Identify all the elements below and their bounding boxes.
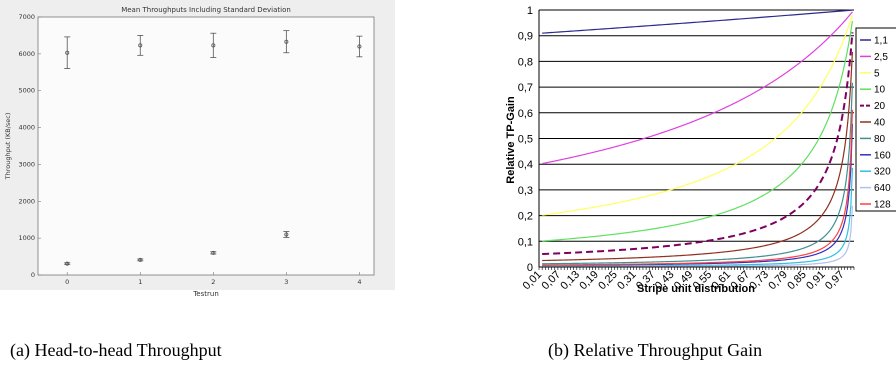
chart-a-data-point bbox=[64, 36, 71, 69]
chart-a-x-axis-label: Testrun bbox=[192, 290, 219, 298]
chart-a-y-tick-label: 5000 bbox=[18, 87, 35, 95]
chart-b-series-line bbox=[542, 14, 853, 216]
chart-b-y-tick-label: 0,5 bbox=[518, 134, 533, 146]
chart-a-data-point bbox=[356, 35, 363, 58]
chart-b-x-tick-label: 0,01 bbox=[521, 269, 545, 293]
chart-b-series-line bbox=[542, 205, 854, 268]
chart-b-y-tick-label: 0 bbox=[527, 262, 533, 274]
chart-b-x-axis-label: Stripe unit distribution bbox=[637, 283, 755, 295]
chart-b-y-tick-label: 0,6 bbox=[518, 108, 533, 120]
chart-a-x-tick-label: 0 bbox=[65, 278, 69, 286]
chart-a-x-tick-label: 3 bbox=[284, 278, 288, 286]
chart-b-legend-item: 128 bbox=[860, 200, 891, 211]
chart-b-legend-item: 20 bbox=[860, 101, 886, 112]
chart-b-y-tick-label: 0,3 bbox=[518, 185, 533, 197]
chart-b-y-tick-label: 0,9 bbox=[518, 31, 533, 43]
chart-a-x-ticks: 0 1 2 3 4 bbox=[65, 272, 361, 286]
chart-b-legend-item: 160 bbox=[860, 150, 891, 161]
chart-b-y-tick-label: 1 bbox=[527, 5, 533, 17]
chart-b-legend-item: 2,5 bbox=[860, 52, 888, 63]
chart-b-legend-item: 10 bbox=[860, 85, 886, 96]
chart-b-x-tick-label: 0,97 bbox=[823, 269, 847, 293]
chart-a-y-tick-label: 2000 bbox=[18, 197, 35, 205]
chart-b-y-axis-label: Relative TP-Gain bbox=[505, 96, 517, 184]
chart-a-data-point bbox=[283, 30, 290, 54]
chart-a-y-tick-label: 6000 bbox=[18, 50, 35, 58]
chart-a-data-point bbox=[210, 250, 217, 255]
chart-b-series-line bbox=[542, 123, 854, 266]
chart-b-legend-label: 320 bbox=[874, 167, 891, 178]
chart-a-y-tick-label: 1000 bbox=[18, 234, 35, 242]
chart-b-legend-item: 320 bbox=[860, 167, 891, 178]
chart-a-y-tick-label: 0 bbox=[31, 271, 35, 279]
chart-a-data-point bbox=[137, 257, 144, 262]
chart-b-legend-item: 1,1 bbox=[860, 36, 888, 47]
chart-b-y-tick-label: 0,1 bbox=[518, 236, 533, 248]
chart-b-y-tick-label: 0,8 bbox=[518, 56, 533, 68]
chart-b-series-line bbox=[542, 9, 853, 34]
chart-b-legend-item: 5 bbox=[860, 68, 880, 79]
chart-b-legend-label: 20 bbox=[874, 101, 886, 112]
chart-a-data-point bbox=[210, 32, 217, 58]
chart-a-y-tick-label: 3000 bbox=[18, 160, 35, 168]
chart-a-x-tick-label: 2 bbox=[211, 278, 215, 286]
chart-b-y-tick-label: 0,4 bbox=[518, 159, 533, 171]
chart-b-legend-item: 40 bbox=[860, 118, 886, 129]
chart-b-legend-label: 80 bbox=[874, 134, 886, 145]
chart-b-legend: 1,1 2,5 5 10 20 40 80 160 320 640 128 bbox=[855, 27, 896, 212]
caption-b: (b) Relative Throughput Gain bbox=[548, 340, 762, 361]
chart-b-legend-item: 640 bbox=[860, 183, 891, 194]
chart-a-data-point bbox=[283, 231, 290, 238]
chart-b-gridlines bbox=[539, 9, 854, 242]
chart-a-y-axis-label: Throughput (KB/sec) bbox=[4, 113, 12, 181]
chart-b-legend-label: 1,1 bbox=[874, 36, 888, 47]
chart-b-x-tick-label: 0,31 bbox=[615, 269, 639, 293]
chart-a-data-point bbox=[64, 261, 71, 266]
chart-b-x-tick-label: 0,85 bbox=[785, 269, 809, 293]
chart-a-y-tick-label: 7000 bbox=[18, 13, 35, 21]
chart-b-legend-box bbox=[855, 27, 896, 212]
chart-b-legend-label: 40 bbox=[874, 118, 886, 129]
chart-a-title: Mean Throughputs Including Standard Devi… bbox=[121, 6, 291, 14]
chart-a-y-ticks: 0 1000 2000 3000 4000 5000 6000 7000 bbox=[18, 13, 41, 279]
chart-a: Mean Throughputs Including Standard Devi… bbox=[0, 0, 395, 298]
chart-b-series-line bbox=[542, 51, 854, 262]
caption-a: (a) Head-to-head Throughput bbox=[10, 340, 222, 361]
chart-b-series-line bbox=[542, 109, 854, 266]
chart-a-points bbox=[64, 30, 363, 266]
chart-b-legend-label: 5 bbox=[874, 68, 880, 79]
chart-b-legend-label: 10 bbox=[874, 85, 886, 96]
chart-b-y-tick-label: 0,2 bbox=[518, 211, 533, 223]
chart-b-x-tick-label: 0,91 bbox=[804, 269, 828, 293]
chart-b-x-tick-label: 0,25 bbox=[596, 269, 620, 293]
chart-a-y-tick-label: 4000 bbox=[18, 124, 35, 132]
chart-b-legend-label: 640 bbox=[874, 183, 891, 194]
chart-b-x-tick-label: 0,07 bbox=[540, 269, 564, 293]
chart-b-series-line bbox=[542, 11, 853, 165]
chart-b-x-tick-label: 0,79 bbox=[766, 269, 790, 293]
chart-a-x-tick-label: 4 bbox=[357, 278, 361, 286]
chart-b-legend-label: 160 bbox=[874, 150, 891, 161]
chart-a-data-point bbox=[137, 35, 144, 56]
chart-b-series-line bbox=[542, 32, 854, 256]
chart-b-legend-label: 128 bbox=[874, 200, 891, 211]
chart-b-legend-label: 2,5 bbox=[874, 52, 888, 63]
chart-a-x-tick-label: 1 bbox=[138, 278, 142, 286]
chart-b-legend-item: 80 bbox=[860, 134, 886, 145]
chart-b-series bbox=[542, 9, 854, 268]
chart-b-x-tick-label: 0,19 bbox=[577, 269, 601, 293]
chart-b: 00,10,20,30,40,50,60,70,80,91 0,010,070,… bbox=[505, 5, 896, 295]
chart-b-y-tick-label: 0,7 bbox=[518, 82, 533, 94]
chart-b-y-ticks: 0 0,1 0,2 0,3 0,4 0,5 0,6 0,7 0,8 0,9 1 bbox=[518, 5, 533, 274]
chart-a-plot-area bbox=[37, 16, 375, 276]
chart-b-series-line bbox=[542, 20, 854, 242]
chart-b-x-tick-label: 0,13 bbox=[558, 269, 582, 293]
chart-b-series-line bbox=[542, 82, 854, 265]
